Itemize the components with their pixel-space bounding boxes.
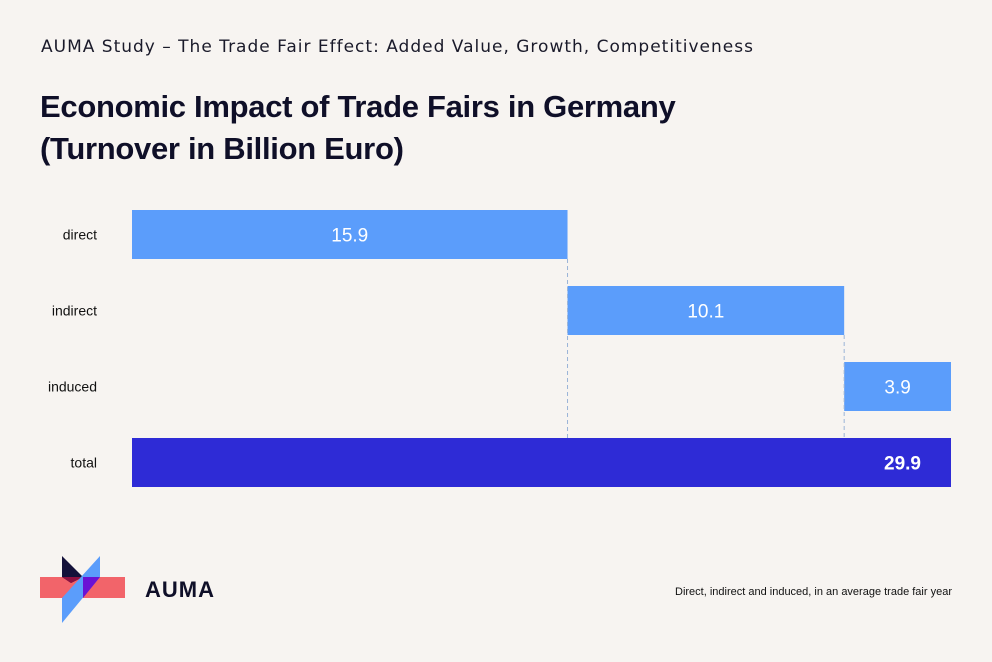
logo-dark-triangle: [62, 556, 83, 583]
logo-text: AUMA: [145, 577, 215, 602]
category-label-total: total: [71, 455, 97, 471]
footnote: Direct, indirect and induced, in an aver…: [675, 586, 952, 598]
chart-title: Economic Impact of Trade Fairs in German…: [40, 86, 676, 170]
bar-indirect: [567, 286, 845, 335]
category-label-indirect: indirect: [52, 303, 97, 319]
bar-total: [132, 438, 951, 487]
title-line-1: Economic Impact of Trade Fairs in German…: [40, 89, 676, 124]
logo-overlap-violet: [83, 577, 100, 598]
auma-logo-icon: [40, 556, 125, 623]
value-label-direct: 15.9: [331, 226, 368, 247]
value-label-induced: 3.9: [884, 378, 910, 399]
bar-direct: [132, 210, 568, 259]
category-label-induced: induced: [48, 379, 97, 395]
value-label-total: 29.9: [884, 454, 921, 475]
bar-induced: [844, 362, 951, 411]
category-label-direct: direct: [63, 227, 97, 243]
title-line-2: (Turnover in Billion Euro): [40, 131, 404, 166]
logo-blue-slash: [62, 556, 100, 623]
value-label-indirect: 10.1: [687, 302, 724, 323]
waterfall-chart: direct 15.9 indirect 10.1 induced 3.9 total 29.…: [48, 210, 951, 487]
chart-subtitle: AUMA Study – The Trade Fair Effect: Adde…: [41, 37, 754, 57]
logo-overlap-crimson: [62, 577, 83, 583]
